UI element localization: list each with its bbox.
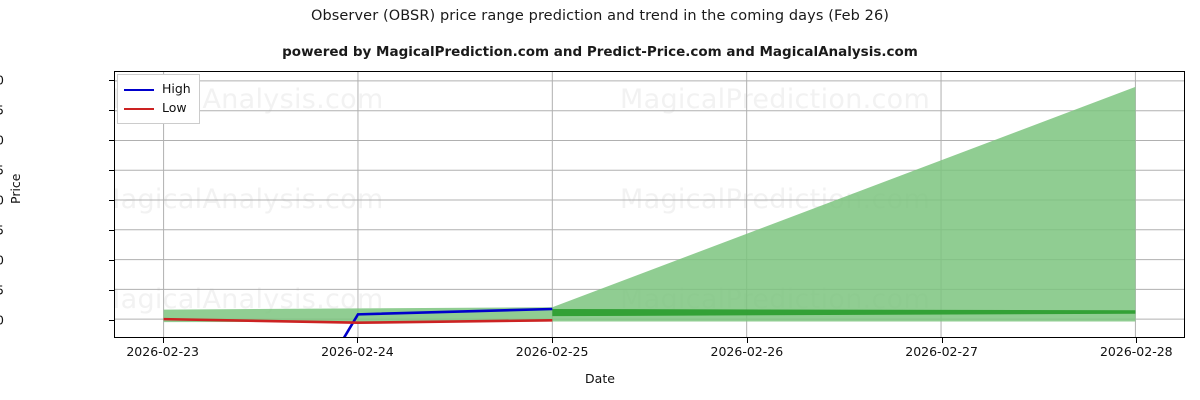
y-tick-mark (109, 260, 114, 261)
y-tick-mark (109, 170, 114, 171)
y-tick-label: 0.00090 (0, 132, 4, 148)
legend-swatch-high (124, 88, 154, 91)
legend-item-high: High (124, 80, 191, 99)
y-tick-label: 0.00085 (0, 162, 4, 178)
x-tick-label: 2026-02-23 (126, 344, 199, 359)
legend-label-high: High (162, 81, 191, 97)
x-tick-mark (162, 338, 164, 343)
x-tick-mark (941, 338, 943, 343)
chart-subtitle: powered by MagicalPrediction.com and Pre… (282, 44, 918, 60)
x-tick-mark (357, 338, 359, 343)
series-lines (115, 72, 1184, 337)
x-tick-mark (746, 338, 748, 343)
y-axis-label: Price (8, 173, 23, 205)
x-tick-label: 2026-02-28 (1099, 344, 1173, 359)
y-tick-label: 0.00100 (0, 72, 4, 88)
y-tick-mark (109, 290, 114, 291)
y-tick-mark (109, 140, 114, 141)
y-tick-label: 0.00080 (0, 192, 4, 208)
y-tick-mark (109, 230, 114, 231)
x-tick-label: 2026-02-25 (515, 344, 589, 359)
y-tick-mark (109, 110, 114, 111)
forecast-bands (163, 86, 1136, 323)
y-tick-label: 0.00070 (0, 252, 4, 268)
y-tick-label: 0.00060 (0, 312, 4, 328)
legend-swatch-low (124, 107, 154, 110)
legend-label-low: Low (162, 100, 187, 116)
x-tick-label: 2026-02-26 (710, 344, 784, 359)
x-axis-label: Date (585, 371, 615, 386)
y-tick-mark (109, 80, 114, 81)
x-tick-label: 2026-02-24 (321, 344, 394, 359)
legend-item-low: Low (124, 99, 191, 118)
x-tick-mark (1136, 338, 1138, 343)
y-tick-label: 0.00095 (0, 102, 4, 118)
y-tick-mark (109, 320, 114, 321)
plot-area: MagicalAnalysis.com MagicalPrediction.com… (114, 71, 1185, 338)
y-tick-mark (109, 200, 114, 201)
chart-legend: High Low (117, 74, 200, 124)
x-tick-mark (552, 338, 554, 343)
page-title: Observer (OBSR) price range prediction a… (310, 8, 890, 24)
y-tick-label: 0.00075 (0, 222, 4, 238)
x-tick-label: 2026-02-27 (905, 344, 978, 359)
y-tick-label: 0.00065 (0, 282, 4, 298)
